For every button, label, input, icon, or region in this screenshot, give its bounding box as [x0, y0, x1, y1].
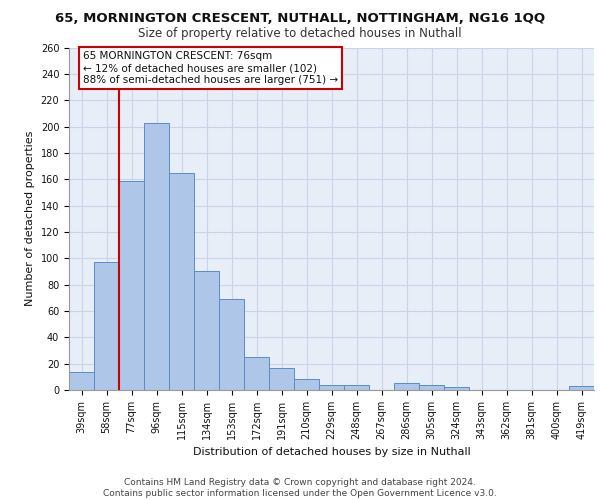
Bar	[194, 272, 219, 390]
Bar	[419, 384, 444, 390]
Bar	[269, 368, 294, 390]
Bar	[94, 262, 119, 390]
Bar	[219, 299, 244, 390]
Bar	[169, 172, 194, 390]
Bar	[444, 388, 469, 390]
Bar	[569, 386, 594, 390]
Bar	[144, 122, 169, 390]
Text: 65 MORNINGTON CRESCENT: 76sqm
← 12% of detached houses are smaller (102)
88% of : 65 MORNINGTON CRESCENT: 76sqm ← 12% of d…	[83, 52, 338, 84]
Bar	[69, 372, 94, 390]
Text: Contains HM Land Registry data © Crown copyright and database right 2024.
Contai: Contains HM Land Registry data © Crown c…	[103, 478, 497, 498]
Bar	[244, 357, 269, 390]
Text: Size of property relative to detached houses in Nuthall: Size of property relative to detached ho…	[138, 28, 462, 40]
Y-axis label: Number of detached properties: Number of detached properties	[25, 131, 35, 306]
Bar	[344, 384, 369, 390]
Bar	[119, 180, 144, 390]
Bar	[394, 384, 419, 390]
X-axis label: Distribution of detached houses by size in Nuthall: Distribution of detached houses by size …	[193, 448, 470, 458]
Bar	[294, 380, 319, 390]
Text: 65, MORNINGTON CRESCENT, NUTHALL, NOTTINGHAM, NG16 1QQ: 65, MORNINGTON CRESCENT, NUTHALL, NOTTIN…	[55, 12, 545, 26]
Bar	[319, 384, 344, 390]
